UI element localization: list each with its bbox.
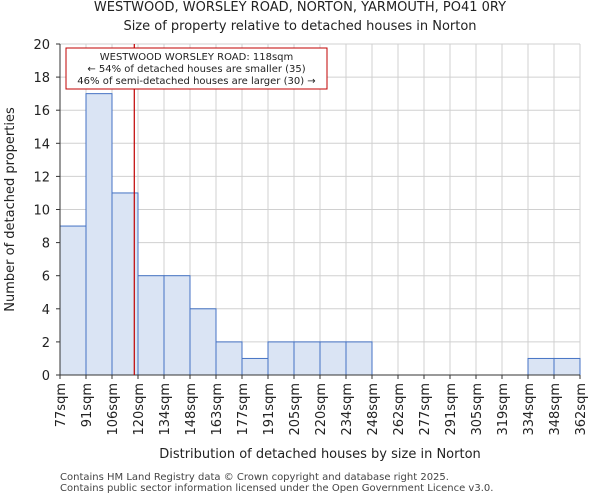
histogram-bar bbox=[189, 308, 217, 376]
y-tick-label: 8 bbox=[42, 237, 50, 252]
x-tick-label: 348sqm bbox=[548, 383, 563, 436]
x-tick-label: 163sqm bbox=[210, 383, 225, 436]
histogram-bar bbox=[527, 357, 555, 376]
y-tick-label: 2 bbox=[42, 336, 50, 351]
histogram-bar bbox=[345, 341, 373, 376]
y-axis-title: Number of detached properties bbox=[3, 107, 18, 312]
footer-licence: Contains public sector information licen… bbox=[60, 483, 494, 494]
x-tick-label: 177sqm bbox=[236, 383, 251, 436]
annotation-text: ← 54% of detached houses are smaller (35… bbox=[87, 64, 305, 75]
x-tick-label: 362sqm bbox=[574, 383, 589, 436]
x-tick-label: 334sqm bbox=[522, 383, 537, 436]
y-tick-label: 14 bbox=[33, 137, 50, 152]
x-axis-title: Distribution of detached houses by size … bbox=[159, 447, 481, 462]
x-tick-label: 277sqm bbox=[418, 383, 433, 436]
x-tick-label: 262sqm bbox=[392, 383, 407, 436]
chart-subtitle: Size of property relative to detached ho… bbox=[123, 19, 477, 34]
y-tick-label: 4 bbox=[42, 303, 50, 318]
x-tick-label: 291sqm bbox=[444, 383, 459, 436]
annotation-text: 46% of semi-detached houses are larger (… bbox=[77, 76, 315, 87]
x-tick-label: 106sqm bbox=[106, 383, 121, 436]
annotation-box bbox=[65, 47, 328, 90]
y-tick-label: 18 bbox=[33, 71, 50, 86]
chart-title: WESTWOOD, WORSLEY ROAD, NORTON, YARMOUTH… bbox=[93, 0, 507, 15]
histogram-bar bbox=[553, 357, 581, 376]
x-tick-label: 134sqm bbox=[158, 383, 173, 436]
x-tick-label: 234sqm bbox=[340, 383, 355, 436]
y-tick-label: 6 bbox=[42, 270, 50, 285]
y-tick-label: 0 bbox=[42, 369, 50, 384]
x-tick-label: 191sqm bbox=[262, 383, 277, 436]
x-tick-label: 148sqm bbox=[184, 383, 199, 436]
x-tick-label: 205sqm bbox=[288, 383, 303, 436]
histogram-chart: 0 2 4 6 8 10 12 14 16 18 20 77sqm 91sqm 106sqm 120sqm 1… bbox=[3, 38, 589, 462]
histogram-bar bbox=[163, 275, 191, 376]
histogram-bar bbox=[85, 93, 113, 376]
histogram-bar bbox=[59, 225, 87, 376]
x-tick-label: 120sqm bbox=[132, 383, 147, 436]
x-tick-label: 77sqm bbox=[54, 383, 69, 427]
x-tick-label: 319sqm bbox=[496, 383, 511, 436]
x-tick-label: 248sqm bbox=[366, 383, 381, 436]
y-tick-label: 10 bbox=[33, 204, 50, 219]
footer-copyright: Contains HM Land Registry data © Crown c… bbox=[60, 472, 449, 483]
y-tick-label: 20 bbox=[33, 38, 50, 53]
y-tick-label: 16 bbox=[33, 104, 50, 119]
histogram-bar bbox=[319, 341, 347, 376]
x-tick-label: 305sqm bbox=[470, 383, 485, 436]
x-tick-label: 91sqm bbox=[80, 383, 95, 427]
histogram-bar bbox=[267, 341, 295, 376]
y-tick-label: 12 bbox=[33, 170, 50, 185]
histogram-bar bbox=[215, 341, 243, 376]
histogram-bar bbox=[241, 357, 269, 376]
histogram-bar bbox=[137, 275, 165, 376]
histogram-bar bbox=[293, 341, 321, 376]
annotation-text: WESTWOOD WORSLEY ROAD: 118sqm bbox=[100, 52, 294, 63]
x-tick-label: 220sqm bbox=[314, 383, 329, 436]
